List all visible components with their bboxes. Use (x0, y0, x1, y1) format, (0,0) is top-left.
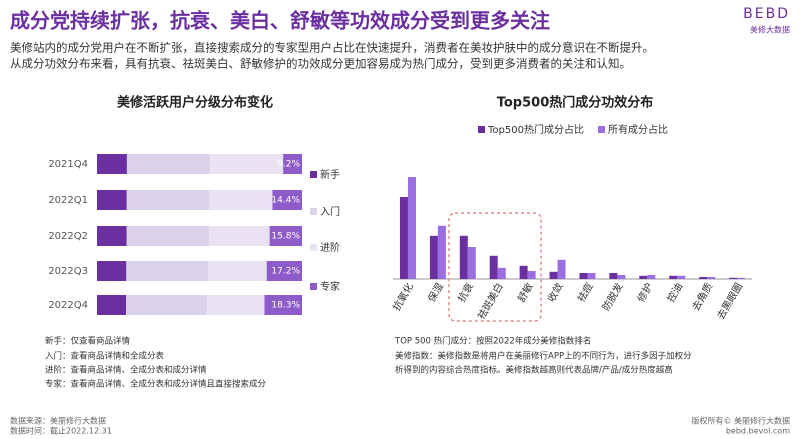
legend-label: 专家 (320, 280, 340, 293)
bar (587, 273, 596, 279)
bar (459, 235, 468, 279)
x-tick-label: 抗氧化 (390, 281, 416, 313)
bar-segment (97, 226, 127, 246)
bar (707, 277, 716, 279)
bar-segment (126, 190, 210, 210)
bar (617, 275, 626, 279)
bar (699, 277, 708, 279)
bar (549, 271, 558, 279)
subtitle: 美修站内的成分党用户在不断扩张，直接搜索成分的专家型用户占比在快速提升，消费者在… (10, 41, 654, 55)
x-tick-label: 去黑眼圈 (715, 281, 745, 322)
y-tick-label: 2022Q3 (48, 266, 88, 277)
legend-swatch (310, 208, 317, 215)
bar-segment (266, 261, 302, 281)
note: 进阶：查看商品详情、全成分表和成分详情 (45, 365, 207, 376)
subtitle: 从成分功效分布来看，具有抗衰、祛斑美白、舒敏修护的功效成分更加容易成为热门成分，… (10, 57, 631, 71)
x-tick-label: 防脱发 (599, 281, 625, 313)
bar (579, 273, 588, 279)
bar-segment (269, 226, 302, 246)
bar-segment (207, 261, 267, 281)
bar (407, 177, 416, 279)
value-label: 9.2% (277, 160, 300, 170)
bar-segment (126, 261, 208, 281)
bar-segment (97, 295, 127, 315)
legend-label: 进阶 (320, 241, 340, 254)
note: 专家：查看商品详情、全成分表和成分详情且直接搜索成分 (45, 379, 267, 390)
value-label: 15.8% (271, 232, 300, 242)
bar-segment (126, 154, 211, 174)
legend-label: 新手 (320, 168, 340, 181)
bar-segment (126, 226, 210, 246)
bar (609, 273, 618, 279)
bar-segment (207, 295, 265, 315)
bar-segment (209, 190, 273, 210)
y-tick-label: 2021Q4 (48, 159, 88, 170)
bar (669, 275, 678, 279)
note: TOP 500 热门成分：按照2022年成分美修指数排名 (394, 336, 591, 347)
legend-swatch (598, 126, 605, 133)
legend-swatch (310, 283, 317, 290)
x-tick-label: 修护 (634, 281, 655, 305)
y-tick-label: 2022Q4 (48, 300, 88, 311)
bar (639, 275, 648, 279)
x-tick-label: 收敛 (544, 281, 565, 305)
logo-mark: BEBD (743, 6, 790, 22)
chart-title: Top500热门成分功效分布 (497, 95, 654, 111)
highlight-box (448, 212, 542, 322)
bar (489, 255, 498, 279)
note: 美修指数：美修指数是将用户在美丽修行APP上的不同行为，进行多因子加权分 (395, 351, 692, 362)
bar (557, 259, 566, 279)
x-tick-label: 祛痘 (574, 281, 595, 305)
footer: bebd.bevol.com (726, 427, 790, 436)
bar-segment (126, 295, 208, 315)
x-tick-label: 控油 (664, 281, 685, 305)
bar-segment (272, 190, 302, 210)
bar (647, 275, 656, 279)
x-tick-label: 保湿 (425, 281, 446, 305)
bar-segment (97, 154, 127, 174)
note: 入门：查看商品详情和全成分表 (45, 351, 165, 362)
bar-segment (264, 295, 302, 315)
bar-segment (209, 226, 270, 246)
legend-swatch (478, 126, 485, 133)
bar-segment (97, 261, 127, 281)
bar-segment (283, 154, 302, 174)
footer: 版权所有© 美丽修行大数据 (691, 416, 790, 426)
bar (519, 265, 528, 279)
bar-segment (210, 154, 284, 174)
bar (497, 267, 506, 279)
bar (737, 277, 746, 279)
x-tick-label: 祛斑美白 (475, 281, 506, 322)
note: 析得到的内容综合热度指标。美修指数越高则代表品牌/产品/成分热度越高 (395, 365, 673, 376)
footer: 数据来源：美丽修行大数据 (10, 416, 106, 426)
bar (677, 275, 686, 279)
bar (437, 225, 446, 279)
note: 新手：仅查看商品详情 (45, 336, 131, 347)
bar (729, 277, 738, 279)
legend-label: 入门 (320, 205, 340, 218)
bar-segment (97, 190, 127, 210)
bar (399, 197, 408, 279)
bar (527, 271, 536, 279)
logo-text: 美修大数据 (750, 25, 790, 35)
value-label: 17.2% (271, 267, 300, 277)
value-label: 18.3% (271, 301, 300, 311)
legend-label: Top500热门成分占比 (487, 123, 584, 136)
legend-swatch (310, 244, 317, 251)
chart-title: 美修活跃用户分级分布变化 (117, 95, 273, 111)
bar (429, 235, 438, 279)
legend-label: 所有成分占比 (608, 123, 668, 136)
y-tick-label: 2022Q2 (48, 231, 88, 242)
bar (467, 247, 476, 279)
x-tick-label: 抗衰 (455, 281, 476, 305)
x-tick-label: 舒敏 (515, 281, 536, 305)
x-tick-label: 去角质 (690, 281, 715, 313)
value-label: 14.4% (271, 196, 300, 206)
title: 成分党持续扩张，抗衰、美白、舒敏等功效成分受到更多关注 (10, 9, 550, 33)
footer: 数据时间：截止2022.12.31 (10, 426, 112, 436)
legend-swatch (310, 171, 317, 178)
y-tick-label: 2022Q1 (48, 195, 88, 206)
